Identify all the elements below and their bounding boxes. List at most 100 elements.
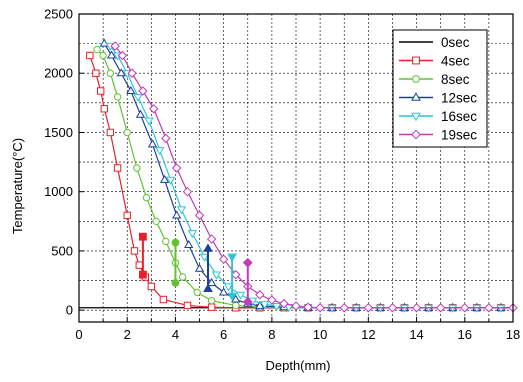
data-point-8sec	[123, 128, 131, 137]
legend-label: 0sec	[441, 35, 470, 50]
data-point-8sec	[99, 51, 107, 60]
data-point-16sec	[155, 147, 165, 156]
range-bar-top-marker	[138, 232, 147, 241]
data-point-19sec	[255, 290, 265, 300]
data-point-12sec	[126, 86, 136, 95]
annotation-layer	[138, 232, 253, 307]
range-bar-top-marker	[227, 253, 237, 263]
range-bar-bottom-marker	[227, 292, 237, 302]
data-point-8sec	[162, 237, 170, 246]
data-point-16sec	[235, 291, 246, 300]
data-point-4sec	[106, 128, 115, 137]
data-point-16sec	[472, 304, 482, 313]
legend-label: 12sec	[441, 91, 477, 106]
data-point-19sec	[339, 303, 349, 313]
x-tick-label: 8	[268, 327, 275, 342]
data-point-8sec	[93, 45, 101, 54]
data-point-8sec	[142, 193, 151, 202]
data-point-19sec	[435, 303, 446, 313]
data-point-4sec	[207, 303, 216, 311]
x-axis-label: Depth(mm)	[265, 358, 330, 373]
legend-swatch-marker	[412, 56, 420, 65]
legend-entry-19sec: 19sec	[399, 128, 477, 143]
data-point-12sec	[184, 240, 194, 249]
data-point-8sec	[106, 69, 115, 77]
grid	[79, 14, 513, 322]
data-point-4sec	[130, 247, 139, 255]
tick-layer: 0 2 4 6 8 10 12 14 16 18 0 500 1000 1500 2000 2500	[44, 7, 520, 343]
data-point-12sec	[116, 68, 126, 77]
data-point-16sec	[375, 304, 386, 313]
data-point-8sec	[207, 296, 216, 305]
data-point-12sec	[99, 38, 109, 47]
data-point-19sec	[460, 303, 470, 313]
range-bar-bottom-marker	[242, 296, 253, 307]
data-point-16sec	[259, 301, 270, 310]
data-point-16sec	[223, 283, 234, 292]
data-point-12sec	[231, 294, 241, 303]
x-tick-label: 12	[361, 327, 375, 342]
legend-entry-4sec: 4sec	[399, 54, 470, 69]
range-bar-0	[138, 232, 147, 279]
data-point-16sec	[165, 176, 176, 185]
data-point-19sec	[218, 254, 229, 264]
data-point-8sec	[113, 93, 122, 101]
data-point-8sec	[232, 301, 240, 310]
data-point-19sec	[315, 303, 325, 313]
x-tick-label: 18	[506, 327, 520, 342]
data-point-19sec	[117, 50, 128, 61]
data-point-19sec	[161, 133, 171, 144]
data-point-19sec	[387, 303, 398, 313]
data-point-4sec	[147, 282, 156, 291]
data-point-19sec	[138, 86, 148, 96]
data-point-19sec	[291, 301, 301, 311]
y-tick-label: 1000	[44, 184, 73, 199]
data-point-8sec	[152, 217, 160, 226]
data-point-4sec	[97, 87, 105, 95]
data-point-4sec	[113, 164, 122, 172]
legend: 0sec 4sec 8sec 12sec 16sec 19sec	[392, 29, 488, 148]
legend-box	[392, 29, 488, 148]
x-tick-label: 2	[124, 327, 131, 342]
data-point-19sec	[171, 163, 182, 173]
legend-swatch-marker	[412, 75, 420, 83]
data-point-19sec	[279, 298, 289, 309]
range-bar-bottom-marker	[203, 283, 213, 293]
data-point-8sec	[133, 164, 141, 172]
data-point-12sec	[255, 301, 265, 310]
y-tick-label: 1500	[44, 125, 73, 140]
data-point-16sec	[144, 117, 154, 126]
data-point-16sec	[423, 304, 434, 313]
data-point-16sec	[176, 206, 187, 215]
y-tick-label: 2500	[44, 7, 73, 22]
legend-label: 16sec	[441, 109, 477, 124]
data-point-16sec	[448, 304, 458, 313]
y-tick-label: 2000	[44, 66, 73, 81]
data-point-19sec	[182, 186, 193, 197]
data-point-19sec	[484, 303, 494, 313]
y-tick-label: 500	[51, 243, 73, 258]
range-bar-4	[242, 257, 253, 307]
data-point-12sec	[218, 287, 229, 296]
data-point-16sec	[272, 302, 282, 312]
range-bar-bottom-marker	[171, 279, 180, 287]
data-point-4sec	[86, 51, 94, 60]
legend-swatch-marker	[411, 112, 421, 122]
x-tick-label: 4	[172, 327, 179, 342]
legend-label: 19sec	[441, 128, 477, 143]
y-axis-label: Temperature(°C)	[10, 138, 25, 234]
data-point-19sec	[149, 104, 159, 114]
legend-entry-0sec: 0sec	[399, 35, 470, 50]
data-point-12sec	[147, 139, 158, 148]
data-point-4sec	[123, 211, 131, 220]
data-point-8sec	[193, 288, 201, 297]
data-point-19sec	[194, 210, 205, 221]
range-bar-1	[171, 238, 180, 287]
data-point-16sec	[351, 304, 361, 313]
data-point-4sec	[159, 295, 168, 304]
x-tick-label: 6	[220, 327, 227, 342]
data-point-12sec	[206, 277, 217, 286]
data-point-8sec	[178, 273, 187, 281]
